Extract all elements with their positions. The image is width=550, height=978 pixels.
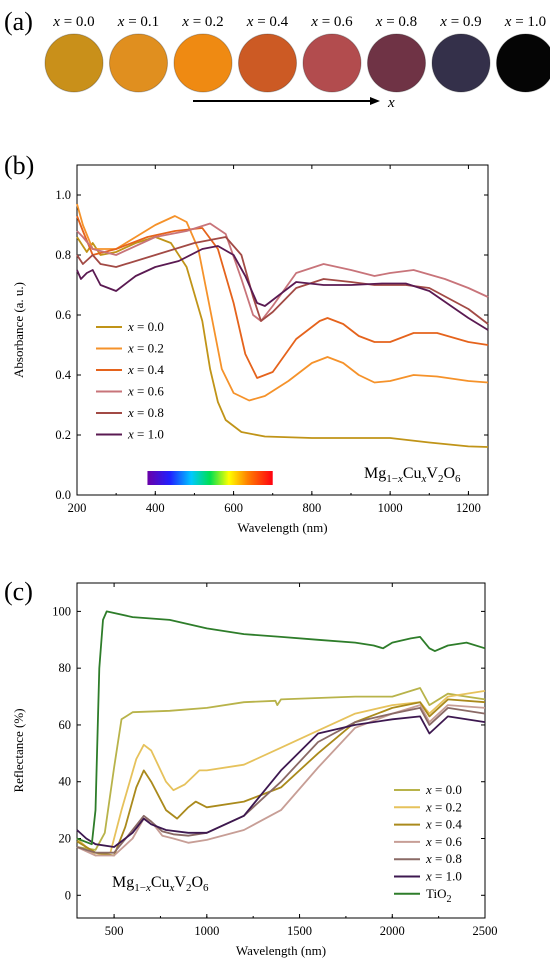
x-tick-label: 200 bbox=[68, 501, 87, 515]
x-tick-label: 2000 bbox=[380, 924, 405, 938]
legend-label: x = 0.6 bbox=[127, 384, 164, 399]
y-tick-label: 0.6 bbox=[55, 308, 71, 322]
panel-c: (c) 500 1000 1500 2000 2500 0 20 40 60 80 100 x = … bbox=[4, 577, 498, 958]
y-tick-label: 80 bbox=[59, 661, 72, 675]
legend-label: x = 0.2 bbox=[425, 799, 462, 814]
absorbance-formula: Mg1−xCuxV2O6 bbox=[364, 465, 461, 485]
x-tick-label: 600 bbox=[224, 501, 243, 515]
reflectance-x-axis-title: Wavelength (nm) bbox=[236, 943, 326, 958]
panel-c-letter: (c) bbox=[4, 577, 33, 606]
reflectance-formula: Mg1−xCuxV2O6 bbox=[112, 874, 209, 894]
legend-label: x = 0.4 bbox=[127, 362, 164, 377]
sample-label: x = 1.0 bbox=[504, 14, 546, 30]
panel-b: (b) 200 400 600 800 1000 1200 0.0 0.2 0.4 0.6 0.8 1… bbox=[4, 151, 488, 535]
legend-label: x = 0.2 bbox=[127, 341, 164, 356]
sample-label: x = 0.9 bbox=[439, 14, 481, 30]
series-line bbox=[77, 224, 488, 322]
sample-label: x = 0.6 bbox=[310, 14, 353, 30]
x-tick-label: 2500 bbox=[473, 924, 498, 938]
legend-label: x = 0.8 bbox=[127, 405, 164, 420]
sample-labels: x = 0.0 x = 0.1 x = 0.2 x = 0.4 x = 0.6 x = 0… bbox=[52, 14, 546, 30]
composition-arrow bbox=[193, 97, 380, 105]
sample-label: x = 0.8 bbox=[375, 14, 417, 30]
y-tick-label: 0.8 bbox=[55, 248, 71, 262]
y-tick-label: 60 bbox=[59, 718, 72, 732]
sample-label: x = 0.2 bbox=[181, 14, 223, 30]
x-tick-label: 800 bbox=[302, 501, 321, 515]
x-tick-label: 1000 bbox=[194, 924, 219, 938]
y-tick-label: 0 bbox=[65, 888, 71, 902]
x-tick-label: 500 bbox=[105, 924, 124, 938]
absorbance-plot: 200 400 600 800 1000 1200 0.0 0.2 0.4 0.6 0.8 1.0 bbox=[55, 165, 488, 515]
reflectance-legend: x = 0.0 x = 0.2 x = 0.4 x = 0.6 x = 0.8 x = 1… bbox=[394, 782, 462, 905]
sample-discs bbox=[45, 34, 550, 92]
x-tick-label: 400 bbox=[146, 501, 165, 515]
y-tick-label: 0.2 bbox=[55, 428, 71, 442]
legend-label: x = 1.0 bbox=[425, 869, 462, 884]
panel-b-letter: (b) bbox=[4, 151, 34, 180]
legend-label: x = 0.4 bbox=[425, 817, 462, 832]
series-line bbox=[77, 708, 485, 853]
y-tick-label: 0.4 bbox=[55, 368, 71, 382]
x-tick-label: 1500 bbox=[287, 924, 312, 938]
series-line bbox=[77, 705, 485, 855]
legend-label: x = 0.6 bbox=[425, 834, 462, 849]
absorbance-x-axis-title: Wavelength (nm) bbox=[237, 520, 327, 535]
y-tick-label: 40 bbox=[59, 775, 72, 789]
y-tick-label: 1.0 bbox=[55, 188, 71, 202]
legend-label: TiO2 bbox=[426, 886, 451, 905]
reflectance-y-axis-title: Reflectance (%) bbox=[11, 708, 26, 792]
absorbance-y-axis-title: Absorbance (a. u.) bbox=[11, 282, 26, 378]
legend-label: x = 1.0 bbox=[127, 427, 164, 442]
y-tick-label: 20 bbox=[59, 832, 72, 846]
sample-label: x = 0.1 bbox=[117, 14, 159, 30]
x-tick-label: 1200 bbox=[456, 501, 481, 515]
y-tick-label: 100 bbox=[52, 604, 71, 618]
legend-label: x = 0.0 bbox=[127, 319, 164, 334]
absorbance-legend: x = 0.0 x = 0.2 x = 0.4 x = 0.6 x = 0.8 x = 1… bbox=[96, 319, 164, 442]
sample-label: x = 0.0 bbox=[52, 14, 94, 30]
y-tick-label: 0.0 bbox=[55, 488, 71, 502]
x-tick-label: 1000 bbox=[378, 501, 403, 515]
series-line bbox=[77, 237, 488, 324]
plot-frame bbox=[77, 583, 485, 918]
legend-label: x = 0.8 bbox=[425, 851, 462, 866]
spectrum-rect bbox=[147, 471, 272, 485]
arrow-label: x bbox=[387, 95, 395, 111]
sample-label: x = 0.4 bbox=[246, 14, 289, 30]
panel-a-letter: (a) bbox=[4, 7, 33, 36]
visible-spectrum-bar bbox=[147, 471, 272, 485]
legend-label: x = 0.0 bbox=[425, 782, 462, 797]
